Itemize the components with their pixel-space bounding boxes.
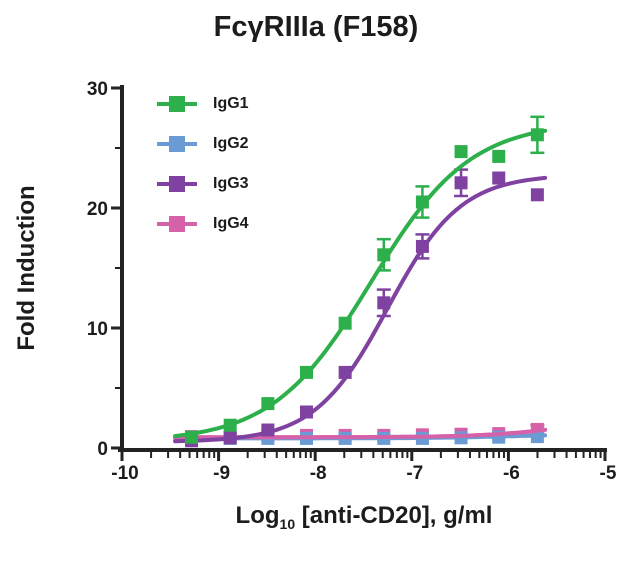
y-axis-label: Fold Induction [13,185,40,351]
data-point-marker-igg3 [454,176,468,190]
chart-title: FcγRIIIa (F158) [213,11,419,43]
data-point-marker-igg1 [300,365,314,379]
legend-square-igg2 [169,136,185,152]
legend-marker-icon-igg3 [157,176,197,192]
data-point-marker-igg3 [492,171,506,185]
x-axis-label: Log10 [anti-CD20], g/ml [122,502,606,532]
legend-item-igg1: IgG1 [157,84,249,124]
x-tick-label: -8 [310,463,327,484]
legend-label-igg1: IgG1 [213,95,249,112]
data-point-marker-igg3 [377,296,391,310]
data-point-marker-igg1 [185,430,199,444]
data-point-marker-igg1 [223,418,237,432]
legend-label-igg4: IgG4 [213,215,249,232]
data-point-marker-igg3 [415,239,429,253]
x-axis-label-suffix: [anti-CD20], g/ml [295,502,493,529]
data-point-marker-igg2 [530,430,544,444]
data-point-marker-igg3 [223,431,237,445]
x-axis-label-subscript: 10 [279,516,296,532]
x-axis-label-prefix: Log [235,502,280,529]
data-point-marker-igg1 [338,316,352,330]
x-tick-label: -6 [503,463,520,484]
legend-square-igg4 [169,216,185,232]
legend-label-igg3: IgG3 [213,175,249,192]
y-tick-label: 0 [97,439,108,460]
data-point-marker-igg1 [415,195,429,209]
data-point-marker-igg1 [530,128,544,142]
y-tick-label: 20 [87,199,108,220]
data-point-marker-igg3 [261,423,275,437]
x-tick-label: -9 [213,463,230,484]
legend-item-igg2: IgG2 [157,124,249,164]
fit-curve-igg3 [173,175,548,444]
y-tick-label: 30 [87,79,108,100]
legend-square-igg1 [169,96,185,112]
data-point-marker-igg1 [377,248,391,262]
legend-marker-icon-igg4 [157,216,197,232]
data-point-marker-igg3 [338,365,352,379]
legend-square-igg3 [169,176,185,192]
data-point-marker-igg1 [261,397,275,411]
legend: IgG1 IgG2 IgG3 IgG4 [157,84,249,244]
data-point-marker-igg3 [530,188,544,202]
x-tick-label: -7 [406,463,423,484]
data-point-marker-igg1 [492,149,506,163]
legend-item-igg4: IgG4 [157,204,249,244]
legend-label-igg2: IgG2 [213,135,249,152]
legend-marker-icon-igg1 [157,96,197,112]
legend-marker-icon-igg2 [157,136,197,152]
data-point-marker-igg1 [454,145,468,159]
x-tick-label: -10 [111,463,138,484]
x-tick-label: -5 [600,463,617,484]
y-tick-label: 10 [87,319,108,340]
legend-item-igg3: IgG3 [157,164,249,204]
data-point-marker-igg3 [300,405,314,419]
fit-curve-igg1 [173,128,548,439]
